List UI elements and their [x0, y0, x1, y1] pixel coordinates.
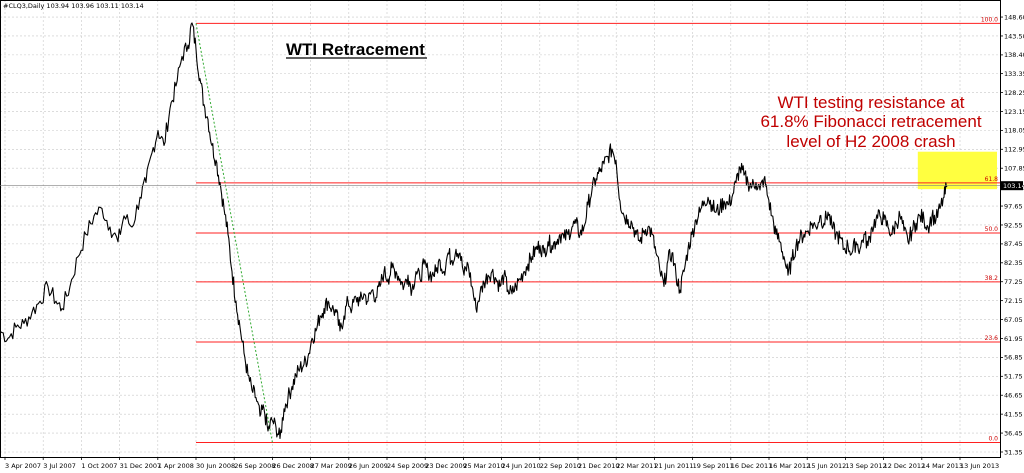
y-tick-label: 107.85: [1004, 165, 1024, 173]
y-tick-label: 97.65: [1004, 202, 1023, 210]
fib-layer: 100.0 61.8 50.0 38.2 23.6 0.0: [196, 16, 1000, 444]
x-tick-label: 21 Jun 2011: [654, 462, 693, 470]
annotation-line-2: 61.8% Fibonacci retracement: [760, 112, 981, 131]
y-tick-label: 77.25: [1004, 278, 1023, 286]
y-tick-label: 56.85: [1004, 354, 1023, 362]
y-tick-label: 112.95: [1004, 146, 1024, 154]
y-tick-label: 41.55: [1004, 410, 1023, 418]
y-tick-label: 72.15: [1004, 297, 1023, 305]
y-tick-label: 92.55: [1004, 221, 1023, 229]
x-tick-label: 14 Mar 2013: [922, 462, 963, 470]
y-tick-label: 128.25: [1004, 89, 1024, 97]
annotation-line-3: level of H2 2008 crash: [786, 132, 955, 151]
x-axis: 3 Apr 2007 3 Jul 2007 1 Oct 2007 31 Dec 200…: [4, 457, 999, 470]
tag-layer: 103.14: [0, 181, 1024, 191]
y-tick-label: 67.05: [1004, 316, 1023, 324]
price-series-line: [0, 22, 948, 440]
grid-layer: [0, 0, 1000, 457]
x-tick-label: 3 Jul 2007: [43, 462, 76, 470]
x-tick-label: 16 Dec 2011: [731, 462, 773, 470]
y-tick-label: 138.40: [1004, 51, 1024, 59]
chart-title: WTI Retracement: [286, 40, 425, 59]
y-tick-label: 31.35: [1004, 448, 1023, 456]
x-tick-label: 1 Apr 2008: [158, 462, 194, 470]
x-tick-label: 12 Dec 2012: [884, 462, 926, 470]
x-tick-label: 25 Mar 2010: [463, 462, 504, 470]
x-tick-label: 23 Dec 2009: [425, 462, 467, 470]
x-tick-label: 13 Sep 2012: [845, 462, 886, 470]
y-tick-label: 51.75: [1004, 373, 1023, 381]
x-tick-label: 16 Mar 2012: [769, 462, 810, 470]
trend-layer: [195, 23, 273, 443]
y-tick-label: 123.15: [1004, 108, 1024, 116]
fib-level-label: 50.0: [985, 226, 999, 233]
fib-level-label: 100.0: [981, 16, 998, 23]
x-tick-label: 3 Apr 2007: [5, 462, 41, 470]
x-tick-label: 22 Sep 2010: [540, 462, 581, 470]
y-axis: 148.60 143.50 138.40 133.35 128.25 123.15 118.…: [1000, 13, 1024, 456]
x-tick-label: 13 Jun 2013: [960, 462, 999, 470]
x-tick-label: 22 Mar 2011: [616, 462, 657, 470]
current-price-tag: [1001, 181, 1023, 191]
x-tick-label: 24 Jun 2010: [502, 462, 541, 470]
resistance-zone: [917, 151, 997, 190]
fib-level-label: 38.2: [985, 275, 999, 282]
x-tick-label: 31 Dec 2007: [120, 462, 162, 470]
x-tick-label: 26 Jun 2009: [349, 462, 388, 470]
y-tick-label: 133.35: [1004, 70, 1024, 78]
x-tick-label: 26 Sep 2008: [234, 462, 275, 470]
y-tick-label: 87.45: [1004, 240, 1023, 248]
zone-layer: [917, 151, 997, 190]
plot-border: [0, 0, 1001, 458]
trendline: [195, 23, 273, 443]
x-tick-label: 26 Dec 2008: [272, 462, 314, 470]
price-layer: [0, 22, 948, 440]
x-tick-label: 21 Dec 2010: [578, 462, 620, 470]
y-tick-label: 46.65: [1004, 392, 1023, 400]
fib-level-label: 61.8: [985, 176, 999, 183]
current-price-label: 103.14: [1003, 182, 1024, 190]
annotation-line-1: WTI testing resistance at: [777, 93, 964, 112]
symbol-header: #CLQ3,Daily 103.94 103.96 103.11 103.14: [3, 2, 144, 10]
x-tick-label: 24 Sep 2009: [387, 462, 428, 470]
x-tick-label: 30 Jun 2008: [196, 462, 235, 470]
x-tick-label: 15 Jun 2012: [807, 462, 846, 470]
fib-level-label: 0.0: [988, 436, 998, 443]
y-tick-label: 143.50: [1004, 32, 1024, 40]
y-tick-label: 82.35: [1004, 259, 1023, 267]
x-tick-label: 19 Sep 2011: [693, 462, 734, 470]
fib-level-label: 23.6: [985, 335, 999, 342]
y-tick-label: 118.05: [1004, 127, 1024, 135]
y-tick-label: 36.45: [1004, 429, 1023, 437]
y-tick-label: 148.60: [1004, 13, 1024, 21]
x-tick-label: 27 Mar 2009: [311, 462, 352, 470]
x-tick-label: 1 Oct 2007: [81, 462, 117, 470]
y-tick-label: 61.95: [1004, 335, 1023, 343]
